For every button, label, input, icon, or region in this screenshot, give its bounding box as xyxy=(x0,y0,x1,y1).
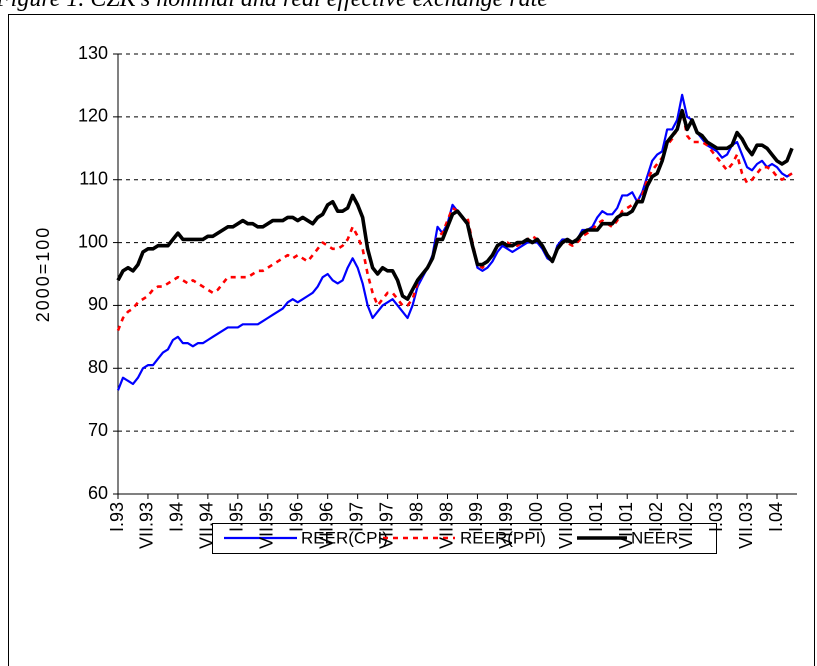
y-tick-label: 100 xyxy=(78,231,108,251)
x-tick-label: VII.94 xyxy=(197,502,217,549)
x-tick-label: I.02 xyxy=(646,502,666,532)
y-tick-label: 120 xyxy=(78,106,108,126)
legend-box xyxy=(212,523,717,554)
y-tick-label: 110 xyxy=(79,168,108,188)
x-tick-label: VII.93 xyxy=(137,502,157,549)
series-line xyxy=(116,108,794,301)
x-tick-label: I.04 xyxy=(766,502,786,532)
x-tick-label: VII.02 xyxy=(676,502,696,549)
x-tick-label: I.01 xyxy=(586,502,606,532)
x-tick-label: VII.03 xyxy=(736,502,756,549)
legend-label: REER(PPI) xyxy=(460,528,546,547)
legend-label: REER(CPI) xyxy=(301,528,388,547)
y-tick-label: 70 xyxy=(88,420,108,440)
x-tick-label: VII.95 xyxy=(257,502,277,549)
x-tick-label: I.96 xyxy=(286,502,306,532)
x-tick-label: I.98 xyxy=(406,502,426,532)
chart-title: Figure 1. CZK's nominal and real effecti… xyxy=(0,0,548,12)
x-tick-label: I.97 xyxy=(346,502,366,532)
series-line xyxy=(116,93,793,391)
x-tick-label: VII.97 xyxy=(376,502,396,549)
x-tick-label: VII.98 xyxy=(436,502,456,549)
chart-border xyxy=(8,14,815,666)
x-tick-label: VII.00 xyxy=(556,502,576,549)
x-tick-label: I.95 xyxy=(227,502,247,532)
y-tick-label: 80 xyxy=(88,357,108,377)
x-tick-label: I.03 xyxy=(706,502,726,532)
x-tick-label: I.00 xyxy=(526,502,546,532)
y-tick-label: 90 xyxy=(88,294,108,314)
x-tick-label: VII.01 xyxy=(616,502,636,549)
series-line xyxy=(116,109,793,332)
y-tick-label: 130 xyxy=(78,43,108,63)
x-tick-label: VII.96 xyxy=(316,502,336,549)
legend: REER(CPI) REER(PPI) NEER xyxy=(212,523,717,554)
legend-label: NEER xyxy=(631,528,678,547)
x-tick-label: VII.99 xyxy=(496,502,516,549)
y-axis-label: 2000=100 xyxy=(33,226,53,323)
x-tick-label: I.93 xyxy=(107,502,127,532)
y-tick-label: 60 xyxy=(88,483,108,503)
x-tick-label: I.94 xyxy=(167,502,187,532)
x-tick-label: I.99 xyxy=(466,502,486,532)
